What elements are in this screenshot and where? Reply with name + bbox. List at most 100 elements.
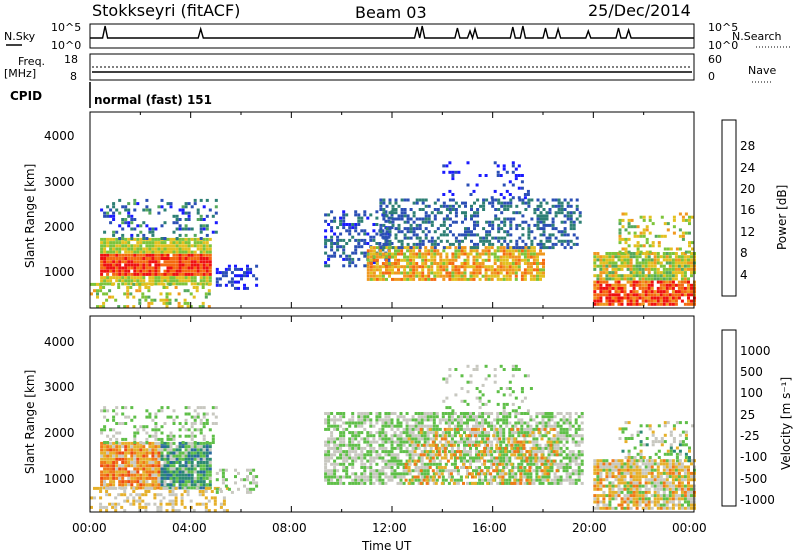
power-cell — [640, 235, 643, 238]
velocity-cell — [469, 447, 472, 450]
power-cell — [136, 248, 139, 251]
velocity-cell — [243, 485, 246, 488]
power-cell — [194, 263, 197, 266]
power-cell — [139, 254, 142, 257]
velocity-cell — [167, 471, 170, 474]
velocity-cell — [354, 437, 357, 440]
power-cell — [133, 267, 136, 270]
power-cell — [454, 259, 457, 262]
power-cell — [648, 300, 651, 303]
power-cell — [379, 233, 382, 236]
velocity-cell — [209, 477, 212, 480]
velocity-cell — [145, 480, 148, 483]
power-cell — [473, 259, 476, 262]
power-cell — [506, 205, 509, 208]
power-cell — [431, 240, 434, 243]
power-cell — [148, 209, 151, 212]
power-cell — [546, 211, 549, 214]
power-cell — [619, 241, 622, 244]
power-cell — [497, 272, 500, 275]
velocity-cell — [369, 472, 372, 475]
power-cell — [567, 233, 570, 236]
power-cell — [154, 228, 157, 231]
power-cell — [527, 268, 530, 271]
power-cell — [112, 231, 115, 234]
velocity-cell — [206, 455, 209, 458]
velocity-cell — [384, 437, 387, 440]
power-cell — [333, 252, 336, 255]
power-cell — [382, 214, 385, 217]
power-cell — [427, 259, 430, 262]
velocity-cell — [575, 428, 578, 431]
power-cell — [154, 251, 157, 254]
power-cell — [593, 287, 596, 290]
power-cell — [570, 221, 573, 224]
velocity-cell — [151, 455, 154, 458]
power-cell — [452, 208, 455, 211]
power-cell — [618, 300, 621, 303]
power-cell — [106, 273, 109, 276]
power-cell — [424, 249, 427, 252]
power-cell — [479, 268, 482, 271]
velocity-cell — [421, 422, 424, 425]
power-cell — [185, 234, 188, 237]
velocity-cell — [151, 419, 154, 422]
velocity-cell — [566, 422, 569, 425]
velocity-cell — [472, 431, 475, 434]
power-cell — [354, 264, 357, 267]
power-cell — [324, 220, 327, 223]
velocity-cell — [354, 447, 357, 450]
power-cell — [543, 221, 546, 224]
power-cell — [382, 243, 385, 246]
velocity-cell — [194, 471, 197, 474]
power-cell — [497, 218, 500, 221]
power-cell — [640, 216, 643, 219]
power-cell — [430, 272, 433, 275]
velocity-cell — [169, 500, 172, 503]
velocity-cell — [406, 434, 409, 437]
power-cell — [419, 208, 422, 211]
velocity-cell — [142, 425, 145, 428]
velocity-cell — [197, 477, 200, 480]
power-cell — [203, 241, 206, 244]
power-cell — [185, 282, 188, 285]
power-cell — [386, 240, 389, 243]
velocity-cell — [157, 452, 160, 455]
power-cell — [142, 251, 145, 254]
power-cell — [642, 274, 645, 277]
velocity-cell — [451, 476, 454, 479]
power-cell — [93, 283, 96, 286]
power-cell — [476, 184, 479, 187]
power-cell — [167, 279, 170, 282]
velocity-cell — [203, 474, 206, 477]
power-cell — [342, 252, 345, 255]
power-cell — [336, 236, 339, 239]
velocity-cell — [354, 472, 357, 475]
power-cell — [382, 275, 385, 278]
power-cell — [500, 205, 503, 208]
power-cell — [657, 277, 660, 280]
power-cell — [194, 241, 197, 244]
power-cell — [96, 292, 99, 295]
power-cell — [413, 214, 416, 217]
power-cell — [386, 205, 389, 208]
power-cell — [539, 253, 542, 256]
power-cell — [666, 274, 669, 277]
velocity-cell — [351, 457, 354, 460]
power-cell — [657, 252, 660, 255]
velocity-cell — [578, 472, 581, 475]
power-cell — [182, 254, 185, 257]
power-cell — [170, 251, 173, 254]
power-cell — [415, 268, 418, 271]
velocity-cell — [412, 482, 415, 485]
velocity-cell — [424, 412, 427, 415]
power-cell — [173, 251, 176, 254]
velocity-cell — [454, 425, 457, 428]
power-cell — [675, 252, 678, 255]
velocity-cell — [557, 463, 560, 466]
velocity-cell — [400, 460, 403, 463]
velocity-cell — [548, 422, 551, 425]
power-cell — [464, 227, 467, 230]
velocity-cell — [182, 467, 185, 470]
power-cell — [324, 245, 327, 248]
